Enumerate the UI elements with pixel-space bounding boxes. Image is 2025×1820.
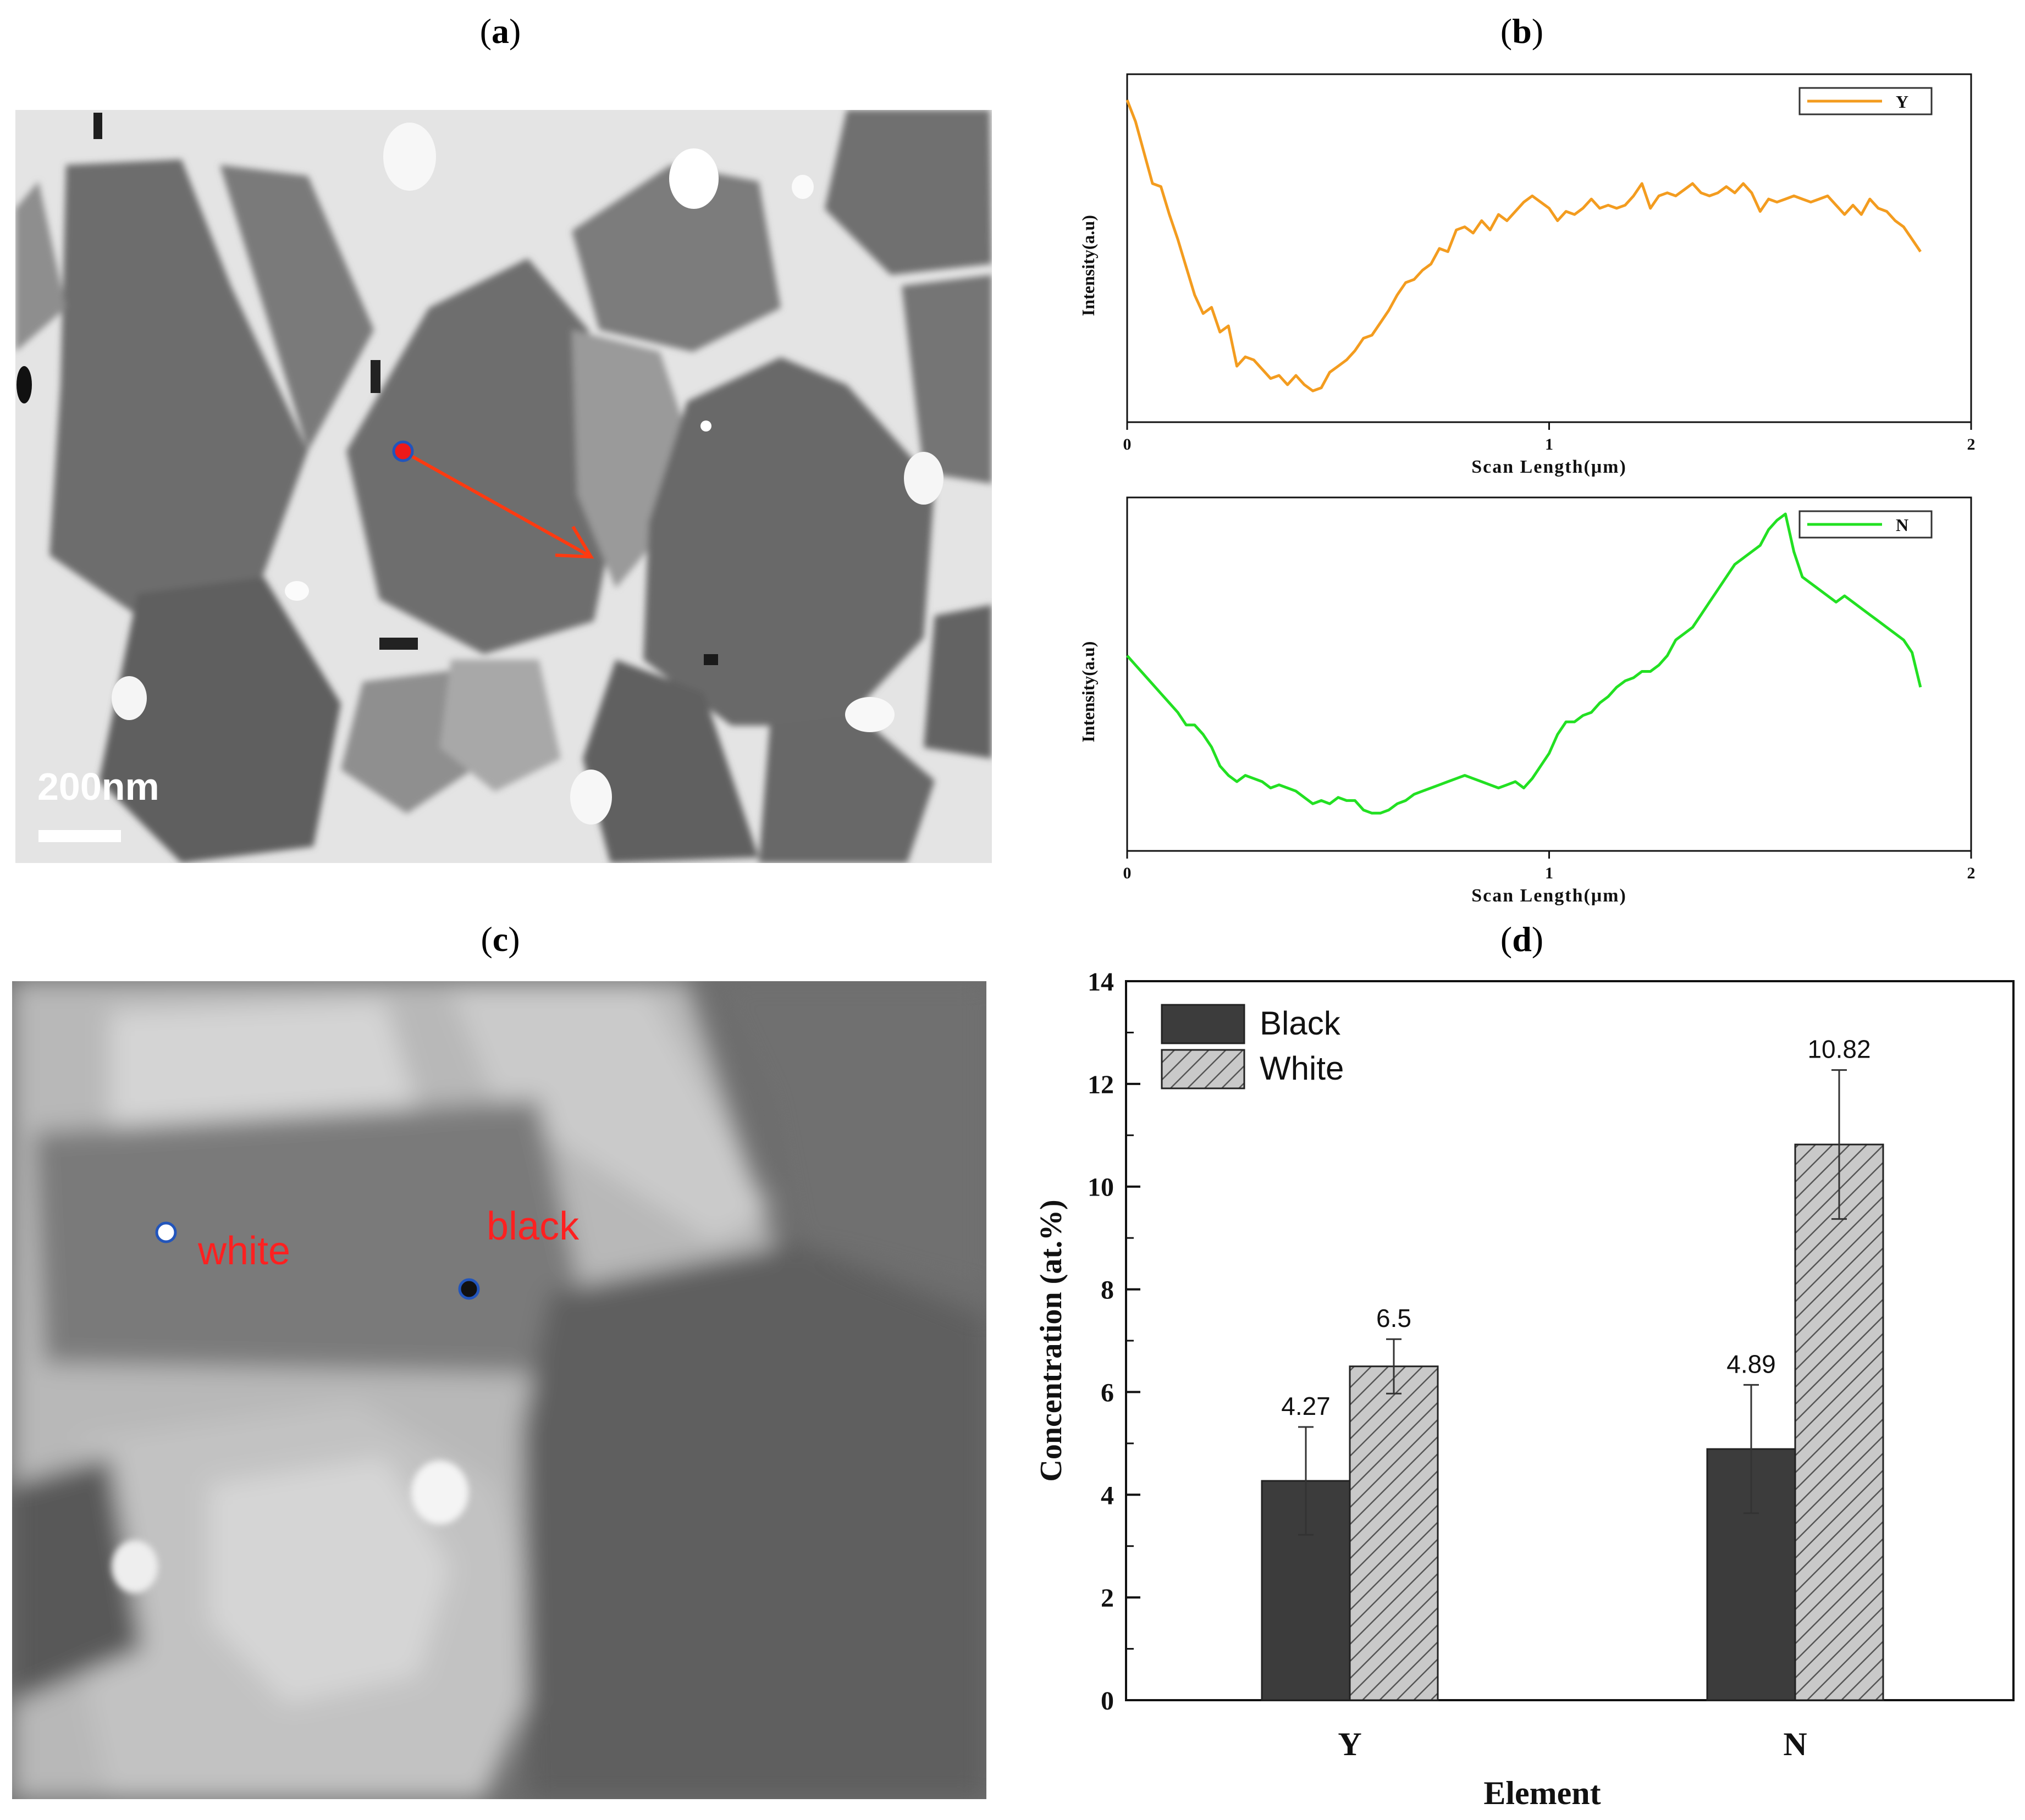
- y-axis-label: Concentration (at.%): [1034, 1199, 1068, 1481]
- legend-label-Y: Y: [1896, 92, 1908, 112]
- x-axis-label: Scan Length(μm): [1471, 886, 1627, 906]
- x-tick-label: 1: [1545, 864, 1553, 882]
- x-tick-label: 2: [1967, 435, 1976, 453]
- series-line-Y: [1125, 99, 1922, 392]
- point-white-label: white: [197, 1229, 290, 1273]
- y-axis-label: Intensity(a.u): [1078, 641, 1098, 743]
- point-white-marker: [155, 1221, 177, 1243]
- panel-letter-b: b: [1512, 12, 1532, 51]
- x-axis-label: Scan Length(μm): [1471, 457, 1627, 477]
- bar-White-N: [1794, 1143, 1884, 1701]
- legend-swatch-White: [1161, 1049, 1245, 1089]
- chart-b-top: 0 1 2 Scan Length(μm) Intensity(a.u) Y: [1078, 73, 1976, 477]
- y-tick-label: 0: [1101, 1686, 1114, 1716]
- data-label-White-N: 10.82: [1807, 1035, 1870, 1064]
- plot-frame: [1126, 73, 1972, 423]
- y-tick-label: 2: [1101, 1584, 1114, 1613]
- legend-label-Black: Black: [1260, 1005, 1341, 1042]
- point-black-marker: [458, 1278, 480, 1300]
- plot-frame: [1126, 496, 1972, 852]
- data-label-Black-Y: 4.27: [1281, 1392, 1331, 1420]
- scan-arrow-head: [555, 525, 594, 559]
- panel-letter-c: c: [492, 920, 509, 959]
- x-tick-label: 1: [1545, 435, 1553, 453]
- y-tick-label: 6: [1101, 1378, 1114, 1407]
- scale-bar-label: 200nm: [37, 765, 159, 808]
- scale-bar: [38, 830, 121, 842]
- data-label-Black-N: 4.89: [1726, 1349, 1776, 1378]
- bar-White-Y: [1349, 1365, 1439, 1701]
- sem-image-a: [15, 110, 992, 863]
- panel-letter-d: d: [1512, 920, 1532, 959]
- legend-label-N: N: [1896, 515, 1908, 535]
- chart-b-bottom: 0 1 2 Scan Length(μm) Intensity(a.u) N: [1078, 496, 1976, 906]
- panel-letter-a: a: [492, 12, 509, 51]
- x-tick-label: N: [1783, 1726, 1807, 1762]
- x-tick-label: 2: [1967, 864, 1976, 882]
- y-tick-label: 10: [1088, 1173, 1114, 1202]
- sem-image-c: [12, 981, 986, 1799]
- panel-label-b: (b): [1500, 12, 1544, 51]
- x-axis-label: Element: [1483, 1775, 1601, 1811]
- x-tick-label: Y: [1338, 1726, 1361, 1762]
- point-black-label: black: [487, 1204, 580, 1248]
- y-axis-label: Intensity(a.u): [1078, 215, 1098, 316]
- data-label-White-Y: 6.5: [1376, 1304, 1411, 1332]
- legend-swatch-Black: [1161, 1004, 1245, 1044]
- y-tick-label: 12: [1088, 1070, 1114, 1099]
- panel-label-d: (d): [1500, 920, 1544, 959]
- y-tick-label: 8: [1101, 1276, 1114, 1305]
- y-tick-label: 4: [1101, 1481, 1114, 1510]
- x-tick-label: 0: [1123, 435, 1132, 453]
- chart-d: 0 2 4 6 8 10 12 14 Y 4.27 6.5 N 4.89 10.82 Element Conc…: [1034, 967, 2015, 1811]
- x-tick-label: 0: [1123, 864, 1132, 882]
- y-tick-label: 14: [1088, 967, 1114, 997]
- series-line-N: [1126, 512, 1922, 815]
- panel-label-a: (a): [479, 12, 521, 51]
- scan-start-point: [392, 440, 414, 462]
- legend-label-White: White: [1260, 1050, 1344, 1087]
- scan-arrow: [402, 450, 589, 557]
- panel-label-c: (c): [481, 920, 520, 959]
